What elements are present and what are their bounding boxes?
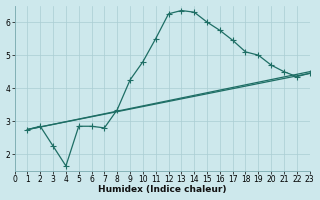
X-axis label: Humidex (Indice chaleur): Humidex (Indice chaleur) bbox=[98, 185, 226, 194]
